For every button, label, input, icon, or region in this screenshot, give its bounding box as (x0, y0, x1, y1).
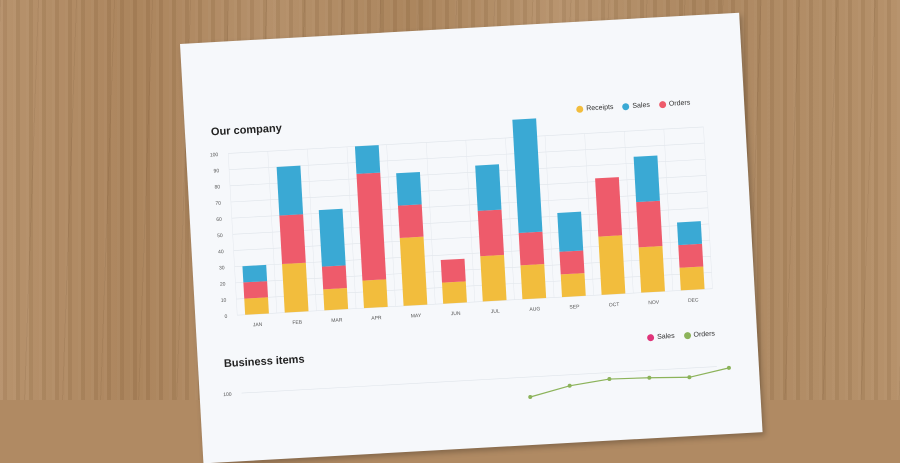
grid-vline (307, 149, 317, 311)
bar-sales (475, 164, 502, 211)
bar-orders (559, 250, 585, 275)
x-tick-label: SEP (569, 304, 580, 311)
x-tick-label: AUG (529, 306, 540, 313)
x-tick-label: MAY (411, 313, 422, 320)
orders-point (687, 375, 692, 380)
grid-vline (267, 151, 278, 314)
legend-label: Orders (693, 330, 716, 339)
x-tick-label: JAN (253, 322, 263, 329)
grid-vline (227, 153, 238, 316)
x-tick-label: NOV (648, 300, 660, 307)
orders-point (567, 383, 572, 388)
bar-orders (595, 177, 623, 237)
bar-receipts (679, 266, 705, 291)
grid-vline (544, 135, 555, 298)
bar-orders (243, 281, 269, 299)
orders-point (528, 394, 533, 399)
gridline-2 (241, 366, 717, 394)
y-tick-label-2: 100 (223, 392, 232, 398)
bar-orders (356, 172, 387, 281)
x-tick-label: JUN (451, 311, 461, 318)
bar-sales (242, 264, 268, 283)
bar-orders (678, 243, 704, 268)
y-tick-label: 10 (221, 298, 227, 304)
y-tick-label: 100 (210, 152, 219, 158)
bar-orders (477, 209, 505, 257)
orders-point (607, 377, 612, 382)
bar-sales (512, 118, 543, 233)
bar-receipts (560, 273, 586, 298)
bar-receipts (441, 281, 467, 304)
bar-orders (321, 265, 347, 290)
y-tick-label: 20 (220, 281, 226, 287)
grid-vline (623, 131, 634, 294)
bar-orders (279, 214, 306, 265)
y-tick-label: 60 (216, 217, 222, 223)
bar-receipts (399, 236, 428, 306)
grid-vline (505, 137, 515, 300)
bar-sales (354, 145, 381, 174)
grid-vline (465, 140, 476, 302)
bar-orders (518, 231, 545, 266)
legend-swatch (683, 331, 691, 340)
grid-vline (703, 126, 713, 289)
bar-sales (276, 165, 304, 216)
bar-chart: 0 10 20 30 40 50 60 70 80 90 100 JAN FEB MAR APR MAY JUN… (210, 118, 731, 399)
grid-vline (663, 129, 674, 291)
bar-orders (397, 204, 424, 238)
legend-swatch (646, 333, 655, 342)
bar-receipts (244, 297, 269, 315)
legend-label: Sales (656, 332, 675, 341)
y-tick-label: 90 (213, 168, 219, 174)
y-tick-label: 70 (215, 201, 221, 207)
orders-point (726, 365, 731, 370)
orders-point (647, 375, 652, 380)
bar-receipts (323, 288, 349, 311)
x-tick-label: OCT (609, 302, 620, 309)
bar-receipts (362, 279, 388, 309)
y-tick-label: 80 (214, 184, 220, 190)
bar-receipts (282, 262, 309, 313)
x-tick-label: MAR (331, 317, 343, 324)
bar-orders (636, 200, 663, 248)
y-tick-label: 40 (218, 249, 224, 255)
bar-sales (633, 155, 660, 203)
bar-receipts (480, 254, 507, 302)
x-tick-label: JUL (491, 309, 500, 315)
grid-vline (346, 146, 357, 309)
orders-line (530, 367, 730, 398)
bar-receipts (638, 246, 665, 293)
x-tick-label: FEB (292, 320, 303, 327)
grid-vline (584, 133, 594, 296)
x-tick-label: APR (371, 315, 382, 322)
bar-sales (557, 211, 584, 252)
y-tick-label: 0 (224, 314, 227, 320)
bar-receipts (598, 235, 626, 295)
y-tick-label: 50 (217, 233, 223, 239)
bar-sales (677, 221, 703, 246)
bar-receipts (520, 263, 547, 300)
bar-sales (318, 208, 346, 267)
x-tick-label: DEC (688, 297, 699, 304)
grid-vline (425, 142, 436, 305)
paper-sheet: Our company Receipts Sales Orders 0 10 20 30 4… (180, 12, 763, 463)
y-tick-label: 30 (219, 265, 225, 271)
bar-sales (396, 171, 422, 206)
grid-vline (386, 144, 396, 307)
bar-orders (440, 258, 466, 283)
